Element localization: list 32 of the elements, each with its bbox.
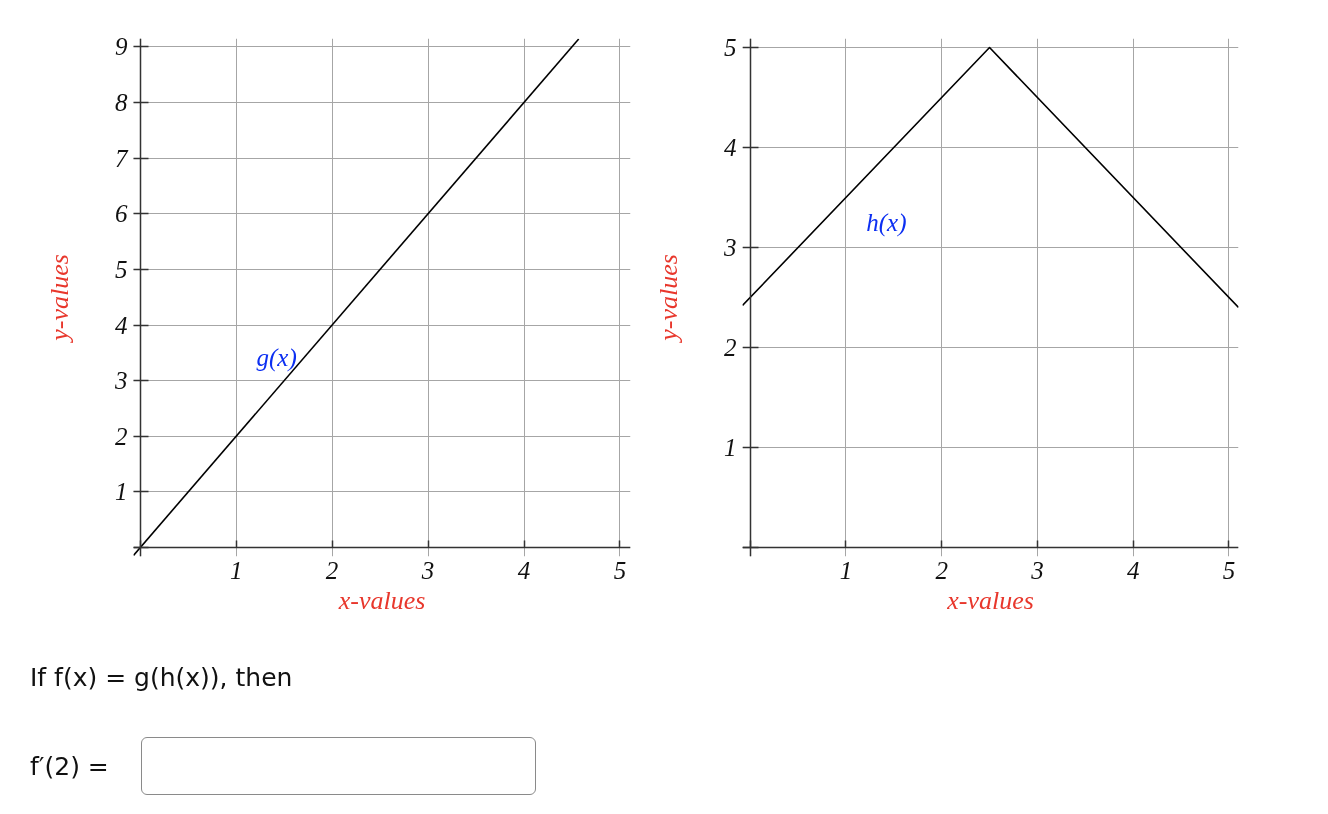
x-tick-label: 1: [229, 556, 243, 584]
x-tick-label: 2: [935, 556, 948, 584]
x-tick-label: 3: [420, 556, 435, 584]
x-tick-label: 5: [613, 556, 627, 584]
y-tick-label: 2: [115, 422, 128, 450]
x-tick-label: 1: [839, 556, 853, 584]
y-tick-label: 1: [115, 478, 128, 506]
y-tick-label: 9: [115, 33, 128, 61]
y-axis-title: y-values: [45, 254, 74, 344]
x-axis-title: x-values: [337, 585, 426, 615]
y-tick-label: 4: [115, 311, 128, 339]
annotation: g(x): [256, 344, 297, 373]
y-axis-title: y-values: [654, 254, 683, 344]
y-tick-label: 5: [115, 255, 128, 283]
y-tick-label: 3: [723, 234, 737, 261]
y-tick-label: 8: [115, 88, 128, 116]
x-tick-label: 2: [325, 556, 339, 584]
x-tick-label: 5: [1222, 556, 1236, 584]
text: f′(2) =: [30, 751, 109, 783]
y-tick-label: 4: [724, 134, 737, 161]
x-tick-label: 3: [1030, 556, 1044, 584]
y-tick-label: 7: [115, 144, 129, 172]
y-tick-label: 5: [724, 34, 737, 61]
y-tick-label: 2: [724, 334, 737, 361]
x-tick-label: 4: [1126, 556, 1140, 584]
y-tick-label: 6: [115, 200, 128, 228]
x-tick-label: 4: [517, 556, 531, 584]
x-axis-title: x-values: [946, 585, 1034, 615]
text: If f(x) = g(h(x)), then: [30, 662, 293, 694]
y-tick-label: 1: [724, 434, 737, 461]
annotation: h(x): [866, 208, 907, 237]
y-tick-label: 3: [114, 367, 128, 395]
